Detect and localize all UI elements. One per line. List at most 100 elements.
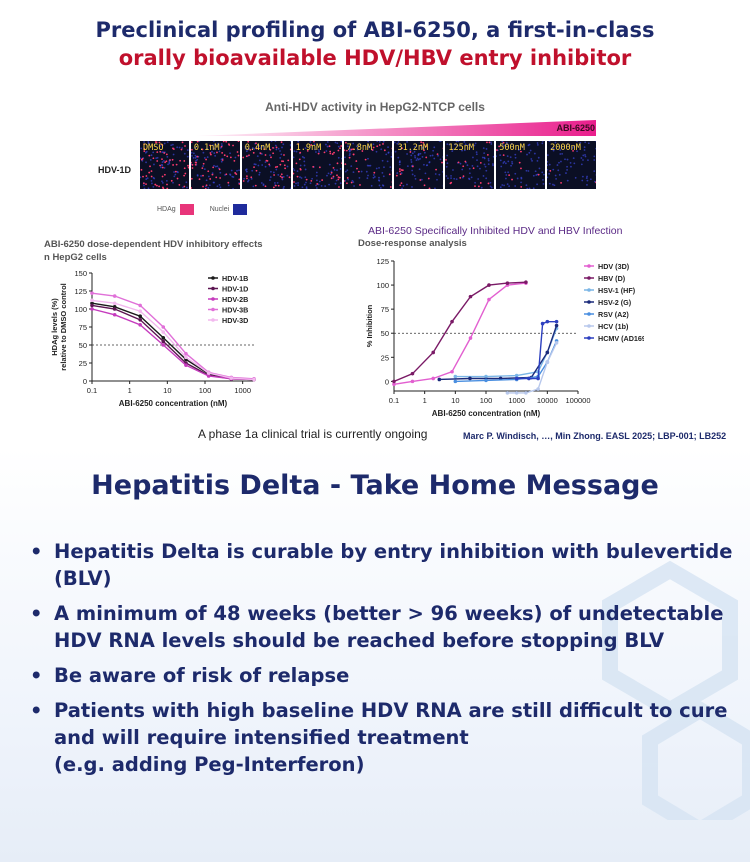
legend-marker (587, 312, 591, 316)
microscopy-speckles (292, 141, 342, 189)
x-axis-label: ABI-6250 concentration (nM) (119, 399, 228, 408)
data-point (545, 350, 550, 355)
data-point (431, 376, 436, 381)
data-point (487, 297, 491, 302)
x-tick-label: 10 (451, 396, 459, 405)
data-point (453, 379, 458, 384)
data-point (138, 314, 142, 318)
x-tick-label: 100000 (565, 396, 590, 405)
legend-label: HDV-3B (222, 306, 248, 315)
data-point (505, 391, 510, 395)
microscopy-panels: DMSO 0.1nM 0.4nM 1.9nM 7.8nM 31.2nM 125n… (140, 141, 597, 189)
microscopy-panel: 0.1nM (190, 141, 240, 189)
specificity-dose-response-chart: 0 25 50 75 100 125 0.1 1 10 100 1000 10000 100000 ABI… (365, 257, 644, 418)
y-tick-label: 150 (74, 269, 87, 278)
data-point (453, 374, 458, 379)
panel-concentration-label: 7.8nM (346, 143, 373, 153)
data-point (90, 298, 94, 303)
legend-marker (211, 297, 215, 301)
y-axis-label: % Inhibition (365, 304, 374, 347)
background-band (0, 447, 750, 862)
bullet-item: A minimum of 48 weeks (better > 96 weeks… (30, 600, 735, 654)
take-home-title: Hepatitis Delta - Take Home Message (91, 470, 659, 501)
series-line (91, 308, 255, 381)
legend-label: HDV-3D (222, 316, 248, 325)
left-chart-heading: ABI-6250 dose-dependent HDV inhibitory e… (44, 238, 263, 264)
legend-marker (587, 336, 591, 340)
microscopy-panel: 0.4nM (241, 141, 291, 189)
right-chart-heading: ABI-6250 Specifically Inhibited HDV and … (368, 225, 623, 237)
data-point (112, 307, 117, 311)
data-point (410, 371, 415, 376)
panel-concentration-label: DMSO (143, 143, 164, 153)
microscopy-panel: 7.8nM (343, 141, 393, 189)
legend-marker (211, 318, 215, 322)
data-point (206, 371, 211, 375)
y-tick-label: 0 (83, 377, 87, 386)
compound-label: ABI-6250 (556, 123, 595, 133)
panel-concentration-label: 1.9nM (295, 143, 322, 153)
data-point (184, 363, 188, 367)
x-tick-label: 1 (423, 396, 427, 405)
left-heading-line2: n HepG2 cells (44, 252, 107, 263)
y-tick-label: 25 (79, 359, 87, 368)
microscopy-panel: 500nM (496, 141, 546, 189)
x-tick-label: 1000 (508, 396, 525, 405)
data-point (468, 336, 473, 340)
bullet-item: Be aware of risk of relapse (30, 662, 735, 689)
legend-label: HDV-1D (222, 285, 248, 294)
data-point (161, 330, 166, 334)
series-line (393, 282, 526, 385)
data-point (90, 291, 94, 295)
legend-label: HDV (3D) (598, 262, 630, 271)
series-line (91, 299, 255, 381)
legend-label: HBV (D) (598, 274, 626, 283)
legend-marker (211, 286, 215, 291)
nuclei-swatch (233, 204, 248, 215)
legend-label: HCV (1b) (598, 322, 629, 331)
bullet-text: Patients with high baseline HDV RNA are … (54, 699, 728, 776)
y-axis-label: relative to DMSO control (59, 283, 68, 371)
data-point (514, 391, 519, 395)
y-tick-label: 0 (385, 377, 389, 386)
bullet-item: Hepatitis Delta is curable by entry inhi… (30, 538, 735, 592)
stain-legend-label: Nuclei (209, 206, 230, 213)
legend-label: HDV-2B (222, 295, 248, 304)
data-point (484, 378, 488, 383)
data-point (450, 319, 454, 324)
data-point (90, 303, 94, 308)
microscopy-speckles (343, 141, 393, 189)
hdag-swatch (179, 204, 194, 215)
microscopy-panel: DMSO (140, 141, 189, 189)
citation: Marc P. Windisch, …, Min Zhong. EASL 202… (463, 431, 727, 441)
data-point (437, 377, 442, 382)
panel-concentration-label: 2000nM (550, 143, 581, 153)
data-point (524, 280, 528, 284)
legend-marker (211, 276, 215, 280)
data-point (392, 382, 396, 387)
data-point (138, 323, 142, 327)
legend-marker (587, 288, 591, 292)
data-point (229, 376, 234, 380)
data-point (554, 341, 559, 345)
data-point (252, 377, 256, 382)
legend-marker (587, 264, 591, 268)
y-tick-label: 75 (79, 323, 87, 332)
x-axis-label: ABI-6250 concentration (nM) (432, 409, 541, 418)
x-tick-label: 1000 (234, 386, 251, 395)
microscopy-speckles (547, 141, 597, 187)
data-point (514, 373, 519, 378)
microscopy-speckles (394, 141, 444, 189)
bullet-item: Patients with high baseline HDV RNA are … (30, 697, 735, 778)
microscopy-panel: 31.2nM (394, 141, 444, 189)
data-point (484, 374, 488, 379)
data-point (545, 360, 550, 364)
slide-title-line2: orally bioavailable HDV/HBV entry inhibi… (118, 46, 632, 70)
data-point (536, 387, 540, 391)
panel-concentration-label: 500nM (499, 143, 525, 153)
data-point (161, 339, 166, 344)
data-point (112, 301, 117, 306)
y-tick-label: 50 (79, 341, 87, 350)
y-tick-label: 125 (376, 257, 389, 266)
data-point (90, 307, 94, 311)
